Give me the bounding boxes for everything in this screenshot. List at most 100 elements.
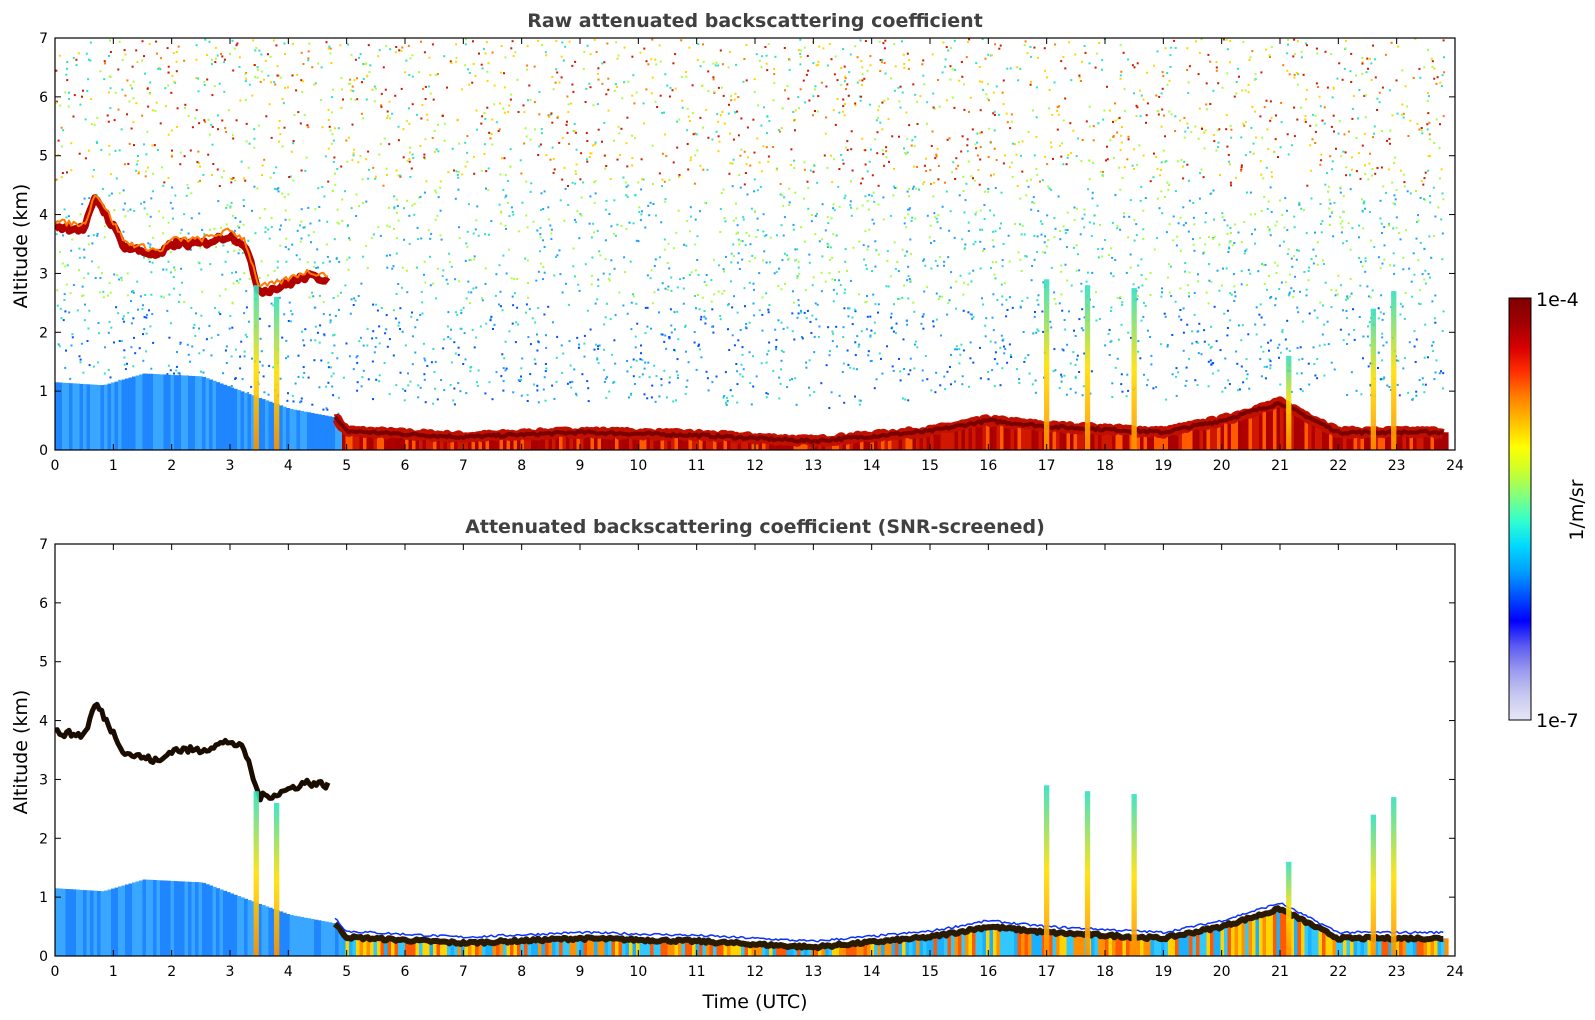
noise-speck bbox=[356, 389, 359, 392]
noise-speck bbox=[328, 260, 331, 263]
noise-speck bbox=[276, 266, 279, 269]
noise-speck bbox=[145, 316, 148, 319]
noise-speck bbox=[314, 82, 317, 85]
noise-speck bbox=[327, 119, 330, 121]
noise-speck bbox=[968, 385, 970, 388]
noise-speck bbox=[832, 288, 835, 291]
noise-speck bbox=[155, 101, 158, 104]
noise-speck bbox=[221, 55, 224, 58]
aerosol-cell bbox=[1007, 422, 1012, 450]
noise-speck bbox=[1414, 38, 1417, 40]
noise-speck bbox=[1195, 340, 1198, 343]
noise-speck bbox=[1126, 373, 1129, 376]
noise-speck bbox=[1149, 336, 1152, 338]
noise-speck bbox=[1308, 266, 1311, 269]
noise-speck bbox=[1307, 270, 1310, 272]
aerosol-cell bbox=[244, 392, 249, 450]
noise-speck bbox=[1364, 257, 1367, 260]
noise-speck bbox=[205, 338, 208, 341]
noise-speck bbox=[1441, 258, 1444, 261]
noise-speck bbox=[910, 144, 913, 147]
noise-speck bbox=[354, 58, 357, 61]
noise-speck bbox=[798, 272, 801, 275]
aerosol-cell bbox=[149, 373, 154, 450]
noise-speck bbox=[733, 98, 736, 101]
noise-speck bbox=[809, 320, 812, 323]
noise-speck bbox=[484, 117, 487, 120]
noise-speck bbox=[495, 121, 498, 124]
noise-speck bbox=[969, 313, 972, 316]
noise-speck bbox=[1070, 152, 1073, 155]
noise-speck bbox=[1036, 56, 1039, 59]
noise-speck bbox=[1332, 114, 1335, 117]
noise-speck bbox=[1097, 122, 1100, 125]
noise-speck bbox=[728, 349, 731, 351]
noise-speck bbox=[1293, 255, 1295, 257]
noise-speck bbox=[803, 311, 806, 314]
noise-speck bbox=[882, 153, 885, 156]
noise-speck bbox=[1393, 264, 1396, 267]
noise-speck bbox=[64, 366, 67, 369]
noise-speck bbox=[127, 311, 130, 314]
noise-speck bbox=[1001, 91, 1004, 94]
noise-speck bbox=[603, 348, 605, 351]
noise-speck bbox=[773, 81, 776, 84]
noise-speck bbox=[890, 312, 893, 315]
noise-speck bbox=[677, 209, 680, 212]
noise-speck bbox=[925, 157, 927, 160]
noise-speck bbox=[1155, 94, 1158, 97]
noise-speck bbox=[326, 255, 329, 258]
noise-speck bbox=[1175, 394, 1178, 397]
noise-speck bbox=[838, 270, 840, 273]
noise-speck bbox=[436, 214, 439, 217]
noise-speck bbox=[1235, 350, 1238, 353]
noise-speck bbox=[1293, 226, 1296, 229]
noise-speck bbox=[1019, 67, 1022, 70]
noise-speck bbox=[1209, 192, 1212, 195]
noise-speck bbox=[442, 347, 445, 350]
noise-speck bbox=[969, 341, 972, 344]
noise-speck bbox=[239, 355, 242, 358]
noise-speck bbox=[362, 369, 365, 372]
noise-speck bbox=[755, 375, 758, 378]
noise-speck bbox=[408, 151, 411, 154]
noise-speck bbox=[163, 296, 165, 299]
noise-speck bbox=[195, 44, 198, 47]
noise-speck bbox=[1420, 129, 1423, 132]
noise-speck bbox=[506, 180, 509, 182]
noise-speck bbox=[1041, 251, 1044, 254]
noise-speck bbox=[217, 114, 220, 117]
aerosol-cell bbox=[93, 384, 98, 450]
aerosol-cell bbox=[373, 432, 378, 450]
noise-speck bbox=[979, 377, 982, 380]
noise-speck bbox=[483, 112, 486, 114]
noise-speck bbox=[806, 309, 809, 312]
noise-speck bbox=[500, 375, 503, 378]
noise-speck bbox=[348, 237, 351, 240]
noise-speck bbox=[415, 266, 418, 269]
noise-speck bbox=[660, 333, 663, 336]
noise-speck bbox=[147, 257, 150, 260]
noise-speck bbox=[1024, 40, 1027, 43]
noise-speck bbox=[511, 322, 514, 325]
noise-speck bbox=[320, 66, 323, 69]
noise-speck bbox=[994, 351, 997, 354]
noise-speck bbox=[1308, 383, 1311, 386]
noise-speck bbox=[597, 285, 600, 288]
noise-speck bbox=[1110, 306, 1113, 309]
noise-speck bbox=[574, 170, 577, 173]
noise-speck bbox=[197, 77, 199, 80]
noise-speck bbox=[847, 315, 850, 318]
noise-speck bbox=[594, 143, 597, 146]
noise-speck bbox=[378, 374, 381, 377]
noise-speck bbox=[1309, 124, 1312, 127]
noise-speck bbox=[825, 116, 828, 119]
noise-speck bbox=[1378, 91, 1381, 94]
noise-speck bbox=[1343, 67, 1346, 70]
noise-speck bbox=[492, 328, 494, 330]
noise-speck bbox=[1249, 213, 1252, 216]
noise-speck bbox=[198, 352, 201, 355]
noise-speck bbox=[294, 382, 297, 385]
noise-speck bbox=[748, 321, 751, 324]
aerosol-cell bbox=[289, 409, 294, 450]
